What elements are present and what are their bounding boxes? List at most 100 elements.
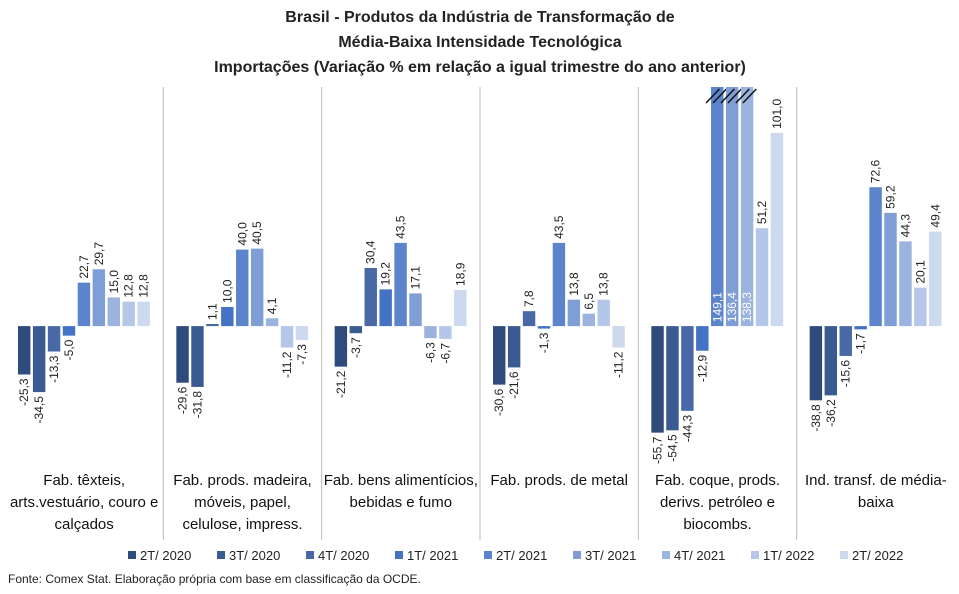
data-label: 136,4 <box>725 292 739 322</box>
data-label: -54,5 <box>665 434 679 462</box>
bar <box>899 241 912 327</box>
chart-title: Brasil - Produtos da Indústria de Transf… <box>285 9 675 26</box>
legend-swatch <box>128 551 136 559</box>
bar <box>552 242 566 327</box>
bar <box>265 318 279 327</box>
bar <box>424 326 437 339</box>
data-label: -1,7 <box>854 333 868 354</box>
data-label: 44,3 <box>898 214 912 238</box>
bar <box>454 289 467 327</box>
axis-break <box>735 88 750 104</box>
bar <box>582 313 595 327</box>
data-label: -7,3 <box>295 344 309 365</box>
bar <box>839 326 852 356</box>
legend-swatch <box>662 551 670 559</box>
data-label: 1,1 <box>205 303 219 320</box>
data-label: 49,4 <box>928 204 942 228</box>
data-label: 17,1 <box>409 266 423 290</box>
bar <box>364 267 377 327</box>
bar <box>77 282 91 327</box>
data-label: -55,7 <box>651 436 665 464</box>
bar <box>666 326 679 431</box>
category-label: Ind. transf. de média-baixa <box>804 472 947 511</box>
category-label: Fab. coque, prods. derivs. petróleo e bi… <box>654 472 781 533</box>
data-label: 15,0 <box>107 270 121 294</box>
data-label: 12,8 <box>122 274 136 298</box>
data-label: 149,1 <box>710 292 724 322</box>
chart-title: Importações (Variação % em relação a igu… <box>214 59 746 76</box>
data-label: -31,8 <box>190 391 204 419</box>
legend-swatch <box>484 551 492 559</box>
data-label: 7,8 <box>522 290 536 307</box>
legend-label: 2T/ 2020 <box>140 548 191 563</box>
bar <box>696 326 709 351</box>
data-label: 6,5 <box>582 293 596 310</box>
data-label: -1,3 <box>537 332 551 353</box>
data-label: -25,3 <box>17 378 31 406</box>
legend-label: 1T/ 2021 <box>407 548 458 563</box>
legend-label: 1T/ 2022 <box>763 548 814 563</box>
bar <box>107 297 120 327</box>
bar <box>612 326 625 348</box>
source-note: Fonte: Comex Stat. Elaboração própria co… <box>8 572 421 586</box>
data-label: -6,3 <box>423 342 437 363</box>
bar <box>176 326 189 383</box>
legend-swatch <box>840 551 848 559</box>
legend-label: 2T/ 2021 <box>496 548 547 563</box>
data-label: -21,2 <box>334 370 348 398</box>
legend-swatch <box>573 551 581 559</box>
bar <box>522 311 536 327</box>
data-label: 30,4 <box>364 240 378 264</box>
data-label: 4,1 <box>265 297 279 314</box>
data-label: 18,9 <box>453 262 467 286</box>
data-label: 40,0 <box>235 222 249 246</box>
data-label: 138,3 <box>740 292 754 322</box>
legend-label: 4T/ 2020 <box>318 548 369 563</box>
bar <box>250 248 264 327</box>
bar <box>137 301 150 327</box>
data-label: -11,2 <box>280 351 294 378</box>
category-label: Fab. bens alimentícios, bebidas e fumo <box>323 472 478 511</box>
bar <box>824 326 838 396</box>
data-label: -12,9 <box>695 354 709 382</box>
bar <box>122 301 135 327</box>
data-label: 19,2 <box>379 262 393 286</box>
legend-swatch <box>751 551 759 559</box>
bar <box>884 212 897 327</box>
bar <box>507 326 521 368</box>
bar <box>914 287 927 327</box>
data-label: 51,2 <box>755 200 769 224</box>
bar <box>755 228 769 327</box>
bar <box>493 326 506 385</box>
data-label: -21,6 <box>507 371 521 399</box>
data-label: -3,7 <box>349 337 363 358</box>
bar <box>854 326 867 330</box>
bar <box>929 231 942 327</box>
category-label: Fab. têxteis, arts.vestuário, couro e ca… <box>9 472 159 533</box>
chart-title: Média-Baixa Intensidade Tecnológica <box>338 34 621 51</box>
legend-swatch <box>306 551 314 559</box>
bar <box>32 326 46 393</box>
bar <box>809 326 823 401</box>
data-label: 10,0 <box>220 279 234 303</box>
bar <box>92 269 106 327</box>
bar <box>409 293 422 327</box>
axis-break <box>742 88 757 104</box>
axis-break <box>720 88 735 104</box>
bar <box>597 299 610 327</box>
data-label: 101,0 <box>770 99 784 129</box>
data-label: -11,2 <box>612 351 626 378</box>
data-label: -6,7 <box>438 343 452 364</box>
bar <box>280 326 294 348</box>
legend-swatch <box>217 551 225 559</box>
data-label: -44,3 <box>680 415 694 443</box>
bar <box>651 326 664 433</box>
bar <box>394 242 407 327</box>
bar <box>740 87 754 327</box>
bar <box>567 299 581 327</box>
bar <box>379 289 392 327</box>
axis-break <box>727 88 742 104</box>
data-label: -5,0 <box>62 339 76 360</box>
